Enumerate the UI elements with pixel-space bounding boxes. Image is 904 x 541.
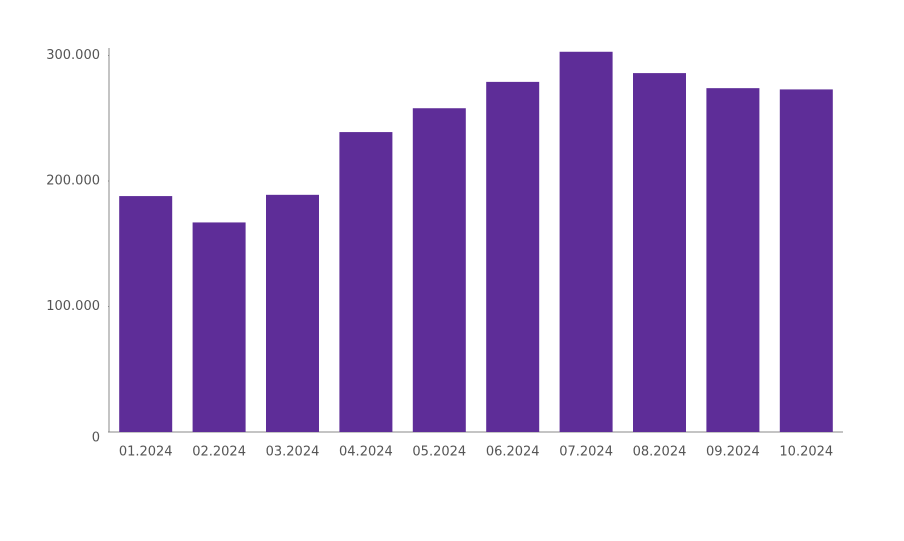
bar bbox=[706, 88, 760, 432]
bar bbox=[633, 73, 686, 433]
bar bbox=[779, 89, 833, 432]
x-tick-label: 10.2024 bbox=[779, 445, 833, 460]
x-tick-label: 03.2024 bbox=[266, 445, 320, 460]
x-tick-label: 02.2024 bbox=[192, 445, 246, 460]
x-tick-label: 01.2024 bbox=[119, 445, 173, 460]
bar bbox=[119, 196, 173, 432]
x-tick-label: 06.2024 bbox=[486, 445, 540, 460]
x-tick-label: 08.2024 bbox=[633, 445, 687, 460]
bar bbox=[339, 132, 393, 432]
y-tick-label: 200.000 bbox=[46, 174, 100, 189]
bar bbox=[266, 194, 319, 432]
x-tick-label: 09.2024 bbox=[706, 445, 760, 460]
y-tick-label: 0 bbox=[92, 431, 100, 446]
y-tick-label: 300.000 bbox=[46, 48, 100, 63]
bar bbox=[192, 222, 246, 432]
bar bbox=[412, 108, 466, 432]
bar bbox=[559, 51, 613, 432]
x-tick-label: 07.2024 bbox=[559, 445, 613, 460]
x-tick-label: 04.2024 bbox=[339, 445, 393, 460]
bar bbox=[486, 81, 540, 432]
x-tick-label: 05.2024 bbox=[412, 445, 466, 460]
y-tick-label: 100.000 bbox=[46, 299, 100, 314]
